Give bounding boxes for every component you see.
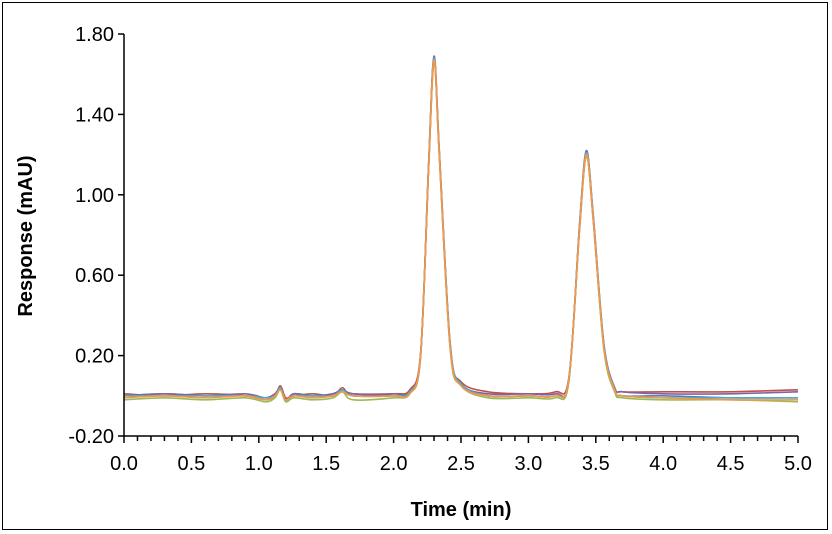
axes-layer [123, 34, 798, 437]
series-line-2 [123, 59, 799, 401]
series-line-5 [123, 57, 798, 401]
x-tick-label: 5.0 [784, 453, 812, 475]
x-tick-label: 4.5 [717, 453, 745, 475]
series-layer [123, 55, 799, 403]
x-tick-label: 2.5 [447, 453, 475, 475]
x-tick-label: 3.5 [582, 453, 610, 475]
y-tick-label: 1.80 [75, 24, 114, 46]
x-tick-label: 0.5 [177, 453, 205, 475]
y-tick-label: -0.20 [68, 426, 114, 448]
series-line-1 [123, 57, 799, 401]
y-tick-label: 0.20 [75, 346, 114, 368]
x-tick-label: 1.5 [312, 453, 340, 475]
series-line-3 [123, 61, 799, 403]
x-tick-label: 4.0 [649, 453, 677, 475]
x-tick-label: 3.0 [514, 453, 542, 475]
series-line-6 [123, 59, 799, 401]
series-line-4 [123, 55, 799, 401]
ticks-layer: -0.20 0.20 0.60 1.00 1.40 1.80 0.0 0.5 1.0 1.5 2.0… [68, 24, 812, 475]
y-tick-label: 1.40 [75, 104, 114, 126]
y-tick-label: 1.00 [75, 185, 114, 207]
x-tick-label: 1.0 [245, 453, 273, 475]
x-axis-title: Time (min) [411, 499, 512, 521]
x-tick-label: 2.0 [380, 453, 408, 475]
y-tick-label: 0.60 [75, 265, 114, 287]
x-tick-label: 0.0 [110, 453, 138, 475]
y-axis-title: Response (mAU) [15, 155, 37, 316]
